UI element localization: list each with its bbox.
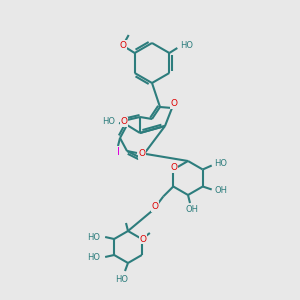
Text: O: O <box>121 118 128 127</box>
Text: O: O <box>152 202 159 211</box>
Text: HO: HO <box>116 274 128 284</box>
Text: HO: HO <box>87 254 100 262</box>
Text: HO: HO <box>214 159 227 168</box>
Text: HO: HO <box>87 232 100 242</box>
Text: I: I <box>116 147 119 157</box>
Text: OH: OH <box>185 206 199 214</box>
Text: O: O <box>119 40 126 50</box>
Text: OH: OH <box>214 186 227 195</box>
Text: O: O <box>140 235 146 244</box>
Text: HO: HO <box>103 118 116 127</box>
Text: HO: HO <box>180 40 193 50</box>
Text: O: O <box>170 100 178 109</box>
Text: O: O <box>139 149 145 158</box>
Text: O: O <box>171 163 178 172</box>
